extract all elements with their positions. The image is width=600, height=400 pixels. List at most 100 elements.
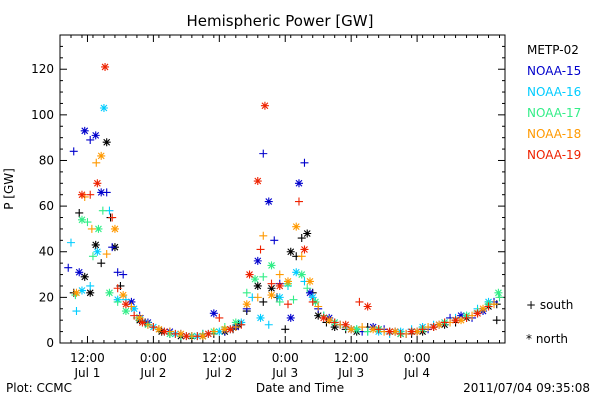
north-data-point <box>256 313 265 322</box>
north-data-point <box>286 313 295 322</box>
north-data-point <box>198 332 207 341</box>
south-data-point <box>87 224 96 233</box>
south-data-point <box>98 206 107 215</box>
north-data-point <box>457 311 466 320</box>
south-data-point <box>237 320 246 329</box>
north-data-point <box>305 277 314 286</box>
north-data-point <box>97 151 106 160</box>
north-data-point <box>231 318 240 327</box>
south-data-point <box>495 293 504 302</box>
north-data-point <box>297 270 306 279</box>
south-data-point <box>193 332 202 341</box>
south-data-point <box>72 307 81 316</box>
south-data-point <box>88 252 97 261</box>
south-data-point <box>283 300 292 309</box>
north-data-point <box>77 215 86 224</box>
south-data-point <box>490 300 499 309</box>
legend-south-marker: + south <box>526 298 573 312</box>
north-data-point <box>330 323 339 332</box>
legend-entry: NOAA-19 <box>527 148 581 162</box>
north-data-point <box>220 325 229 334</box>
legend-entry: NOAA-18 <box>527 127 581 141</box>
north-data-point <box>245 270 254 279</box>
north-data-point <box>119 291 128 300</box>
north-data-point <box>267 284 276 293</box>
south-data-point <box>86 190 95 199</box>
south-data-point <box>275 297 284 306</box>
north-data-point <box>75 268 84 277</box>
south-data-point <box>92 158 101 167</box>
plot-timestamp: 2011/07/04 09:35:08 <box>463 381 590 395</box>
south-data-point <box>130 311 139 320</box>
south-data-point <box>113 268 122 277</box>
x-tick-time-label: 12:00 <box>70 351 105 365</box>
north-data-point <box>413 327 422 336</box>
north-data-point <box>314 311 323 320</box>
south-data-point <box>355 297 364 306</box>
south-data-point <box>64 263 73 272</box>
south-data-point <box>267 279 276 288</box>
south-data-point <box>330 318 339 327</box>
legend-entry: NOAA-17 <box>527 106 581 120</box>
north-data-point <box>294 179 303 188</box>
north-data-point <box>226 325 235 334</box>
south-data-point <box>83 218 92 227</box>
south-data-point <box>149 323 158 332</box>
x-tick-time-label: 12:00 <box>334 351 369 365</box>
north-data-point <box>264 197 273 206</box>
north-data-point <box>292 268 301 277</box>
y-tick-label: 120 <box>31 62 54 76</box>
south-data-point <box>303 284 312 293</box>
south-data-point <box>108 213 117 222</box>
legend-entry: NOAA-15 <box>527 64 581 78</box>
south-data-point <box>171 329 180 338</box>
north-data-point <box>86 288 95 297</box>
south-data-point <box>418 325 427 334</box>
plot-frame <box>59 34 506 344</box>
south-data-point <box>113 297 122 306</box>
south-data-point <box>440 318 449 327</box>
y-tick-label: 40 <box>39 245 54 259</box>
north-data-point <box>347 325 356 334</box>
x-tick-date-label: Jul 2 <box>139 366 166 380</box>
legend-north-marker: * north <box>526 332 568 346</box>
south-data-point <box>102 188 111 197</box>
north-data-point <box>176 329 185 338</box>
south-data-point <box>97 259 106 268</box>
south-data-point <box>492 316 501 325</box>
north-data-point <box>182 332 191 341</box>
south-data-point <box>294 197 303 206</box>
north-data-point <box>308 293 317 302</box>
north-data-point <box>154 325 163 334</box>
north-data-point <box>305 288 314 297</box>
north-data-point <box>121 307 130 316</box>
plot-credit: Plot: CCMC <box>6 381 72 395</box>
south-data-point <box>66 238 75 247</box>
north-data-point <box>451 316 460 325</box>
north-data-point <box>369 325 378 334</box>
y-tick-label: 60 <box>39 199 54 213</box>
north-data-point <box>275 293 284 302</box>
x-tick-time-label: 0:00 <box>140 351 167 365</box>
south-data-point <box>69 147 78 156</box>
north-data-point <box>300 245 309 254</box>
chart-title: Hemispheric Power [GW] <box>187 12 374 30</box>
x-tick-date-label: Jul 3 <box>337 366 364 380</box>
north-data-point <box>91 131 100 140</box>
x-tick-date-label: Jul 2 <box>205 366 232 380</box>
north-data-point <box>105 288 114 297</box>
north-data-point <box>457 316 466 325</box>
north-data-point <box>101 62 110 71</box>
north-data-point <box>242 300 251 309</box>
north-data-point <box>391 327 400 336</box>
north-data-point <box>77 286 86 295</box>
north-data-point <box>267 291 276 300</box>
north-data-point <box>429 323 438 332</box>
x-tick-time-label: 0:00 <box>272 351 299 365</box>
north-data-point <box>77 190 86 199</box>
north-data-point <box>325 316 334 325</box>
y-tick-label: 80 <box>39 153 54 167</box>
series-noaa-15 <box>64 126 499 341</box>
south-data-point <box>113 284 122 293</box>
